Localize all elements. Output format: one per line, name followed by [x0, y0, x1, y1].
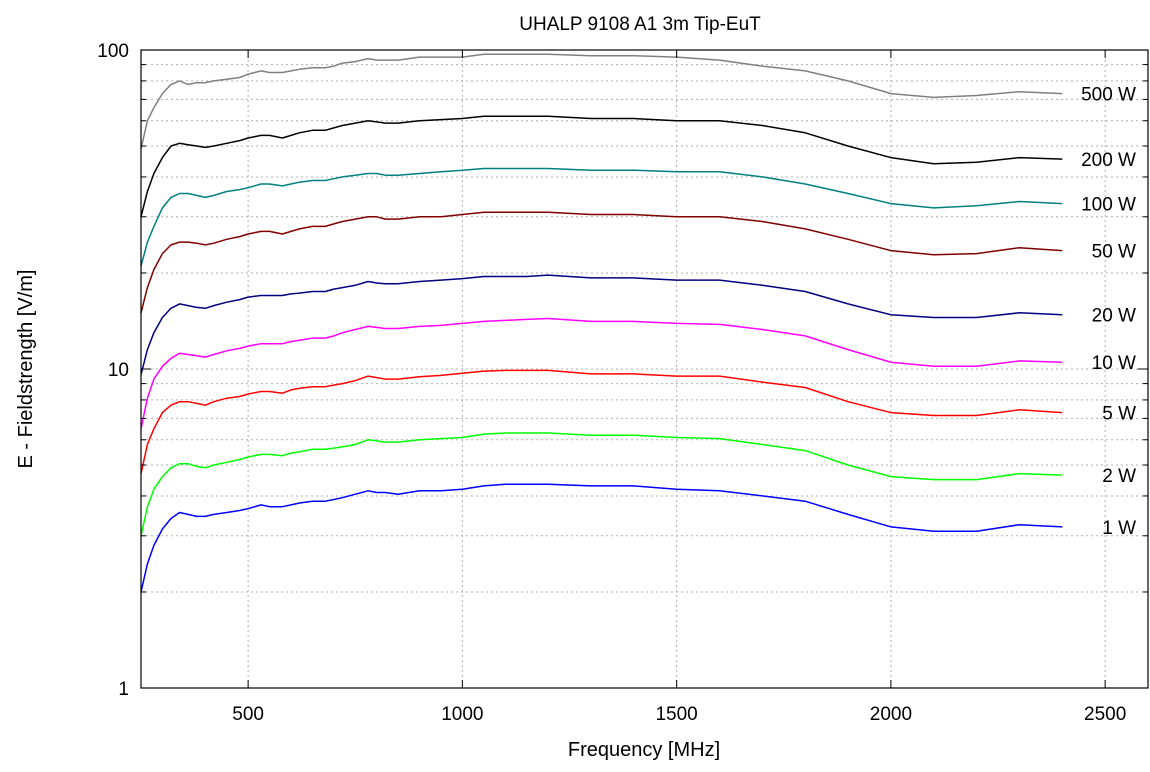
series-line	[140, 432, 1063, 536]
series-label: 100 W	[1081, 195, 1136, 216]
series-label: 20 W	[1092, 306, 1136, 327]
series-line	[140, 167, 1063, 267]
series-line	[140, 115, 1063, 217]
series-line	[140, 317, 1063, 429]
series-label: 200 W	[1081, 150, 1136, 171]
x-tick-label: 2000	[870, 704, 912, 725]
x-axis-label: Frequency [MHz]	[568, 739, 720, 761]
series-line	[140, 483, 1063, 593]
y-tick-label: 10	[108, 360, 129, 381]
x-tick-label: 2500	[1084, 704, 1126, 725]
ticks: 500 1000 1500 2000 2500 1 10 100	[97, 41, 1148, 725]
x-tick-label: 1500	[655, 704, 697, 725]
series-labels: 500 W 200 W 100 W 50 W 20 W 10 W 5 W 2 W 1 W	[1081, 85, 1136, 539]
y-tick-label: 100	[97, 41, 129, 62]
chart-title: UHALP 9108 A1 3m Tip-EuT	[519, 14, 761, 35]
grid	[141, 50, 1148, 688]
y-tick-label: 1	[118, 679, 129, 700]
x-tick-label: 1000	[441, 704, 483, 725]
series-label: 500 W	[1081, 85, 1136, 106]
series-line	[140, 274, 1063, 375]
series-label: 1 W	[1102, 518, 1136, 539]
series-line	[140, 53, 1063, 149]
series-line	[140, 211, 1063, 313]
series-label: 5 W	[1102, 404, 1136, 425]
series-label: 2 W	[1102, 466, 1136, 487]
x-tick-label: 500	[232, 704, 264, 725]
series-label: 50 W	[1092, 242, 1136, 263]
y-axis-label: E - Fieldstrength [V/m]	[15, 270, 37, 469]
series-label: 10 W	[1092, 353, 1136, 374]
series-line	[140, 369, 1063, 474]
series-layer	[140, 53, 1063, 593]
